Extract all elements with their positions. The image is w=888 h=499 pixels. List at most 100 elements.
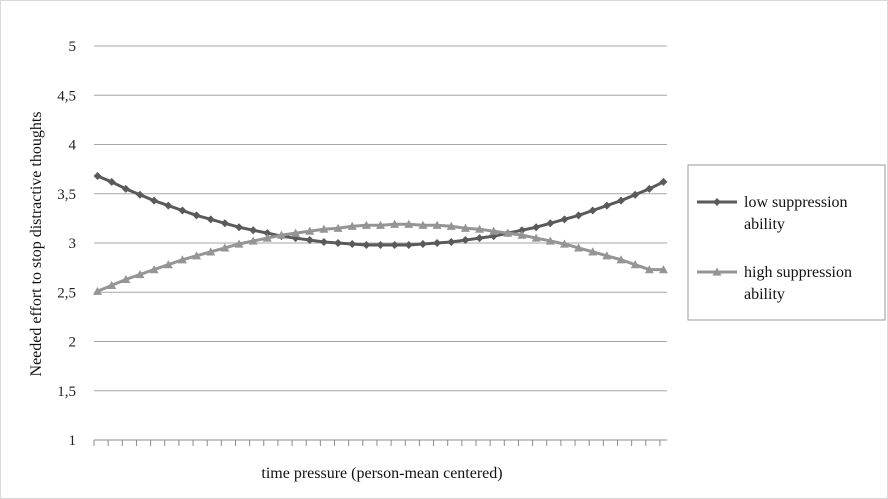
data-point bbox=[206, 215, 215, 224]
data-point bbox=[546, 219, 555, 228]
legend-label: high suppression ability bbox=[744, 264, 852, 303]
data-point bbox=[631, 190, 640, 199]
data-point bbox=[319, 238, 328, 247]
data-point bbox=[446, 221, 456, 230]
data-point bbox=[602, 251, 612, 260]
series-layer bbox=[93, 172, 668, 295]
legend-swatch-marker bbox=[713, 198, 721, 206]
data-point bbox=[630, 260, 640, 269]
data-point bbox=[334, 239, 343, 247]
gridlines bbox=[94, 45, 667, 392]
data-point bbox=[545, 236, 555, 245]
data-point bbox=[460, 223, 470, 232]
legend: low suppression ability high suppression ab… bbox=[697, 194, 852, 303]
data-point bbox=[362, 240, 371, 249]
data-point bbox=[432, 220, 442, 229]
data-point bbox=[135, 190, 144, 199]
data-point bbox=[517, 226, 526, 235]
y-tick-label: 3 bbox=[69, 236, 77, 252]
data-point bbox=[658, 265, 668, 274]
x-axis-title: time pressure (person-mean centered) bbox=[261, 465, 502, 482]
data-point bbox=[617, 196, 626, 205]
y-axis-title: Needed effort to stop distractive though… bbox=[28, 112, 45, 377]
data-point bbox=[192, 251, 202, 260]
data-point bbox=[263, 229, 272, 238]
data-point bbox=[305, 236, 314, 245]
data-point bbox=[177, 255, 187, 264]
legend-swatch-marker bbox=[712, 267, 722, 276]
data-point bbox=[121, 184, 130, 193]
series-high-suppression bbox=[93, 219, 668, 295]
data-point bbox=[150, 196, 159, 205]
data-point bbox=[433, 239, 442, 247]
data-point bbox=[574, 211, 583, 220]
data-point bbox=[574, 243, 584, 252]
data-point bbox=[517, 230, 527, 239]
data-point bbox=[503, 228, 513, 237]
y-tick-label: 5 bbox=[69, 39, 77, 55]
data-point bbox=[220, 219, 229, 228]
data-point bbox=[291, 228, 301, 237]
data-point bbox=[93, 172, 102, 181]
data-point bbox=[644, 265, 654, 274]
data-point bbox=[248, 236, 258, 245]
y-tick-label: 1,5 bbox=[57, 384, 76, 400]
data-point bbox=[616, 255, 626, 264]
data-point bbox=[305, 226, 315, 235]
data-point bbox=[347, 221, 357, 230]
data-point bbox=[559, 239, 569, 248]
data-point bbox=[418, 239, 427, 248]
data-point bbox=[164, 201, 173, 210]
data-point bbox=[390, 240, 399, 249]
y-tick-label: 2,5 bbox=[57, 285, 76, 301]
series-low-suppression bbox=[93, 172, 668, 249]
data-point bbox=[348, 239, 357, 248]
data-point bbox=[333, 223, 343, 232]
data-point bbox=[376, 240, 385, 249]
y-tick-label: 4,5 bbox=[57, 88, 76, 104]
data-point bbox=[376, 220, 385, 229]
data-point bbox=[178, 206, 187, 215]
data-point bbox=[220, 243, 230, 252]
y-tick-label: 2 bbox=[69, 335, 77, 351]
data-point bbox=[531, 233, 541, 242]
data-point bbox=[93, 286, 103, 295]
data-point bbox=[489, 226, 499, 235]
data-point bbox=[532, 223, 541, 232]
data-point bbox=[163, 260, 173, 269]
data-point bbox=[135, 270, 145, 279]
data-point bbox=[475, 224, 485, 233]
data-point bbox=[262, 233, 272, 242]
data-point bbox=[390, 219, 400, 228]
data-point bbox=[602, 201, 611, 210]
data-point bbox=[149, 265, 159, 274]
legend-item: high suppression ability bbox=[697, 264, 852, 303]
data-point bbox=[192, 211, 201, 220]
data-point bbox=[235, 223, 244, 232]
data-point bbox=[588, 206, 597, 215]
legend-item: low suppression ability bbox=[697, 194, 848, 233]
data-point bbox=[276, 230, 286, 239]
y-tick-label: 3,5 bbox=[57, 187, 76, 203]
data-point bbox=[319, 224, 329, 233]
data-point bbox=[404, 219, 414, 228]
data-point bbox=[418, 220, 428, 229]
data-point bbox=[107, 280, 117, 289]
x-axis-ticks bbox=[93, 440, 661, 446]
data-point bbox=[206, 247, 216, 256]
data-point bbox=[447, 238, 456, 247]
y-tick-labels: 1 1,5 2 2,5 3 3,5 4 4,5 5 bbox=[57, 39, 76, 449]
data-point bbox=[361, 220, 371, 229]
legend-box bbox=[687, 164, 886, 321]
data-point bbox=[645, 184, 654, 193]
data-point bbox=[107, 177, 116, 186]
data-point bbox=[249, 226, 258, 235]
y-tick-label: 4 bbox=[69, 138, 77, 154]
data-point bbox=[560, 215, 569, 224]
y-tick-label: 1 bbox=[69, 433, 77, 449]
data-point bbox=[121, 274, 131, 284]
data-point bbox=[475, 234, 484, 243]
data-point bbox=[404, 240, 413, 249]
data-point bbox=[659, 177, 668, 186]
